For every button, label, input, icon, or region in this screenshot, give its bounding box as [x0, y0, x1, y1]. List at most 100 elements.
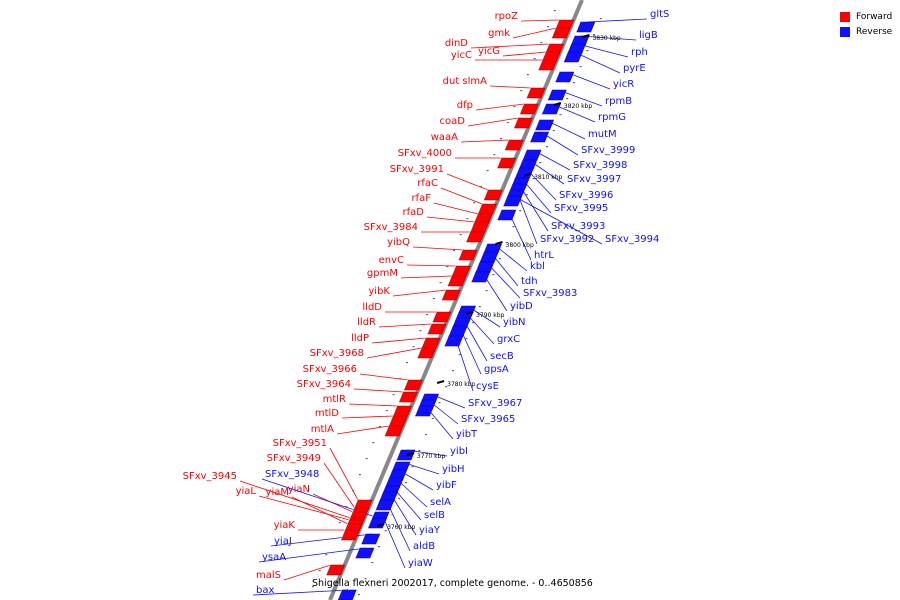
- leader-line-rpmb: [558, 89, 603, 107]
- scale-tick-3760-kbp: [376, 523, 385, 527]
- legend-swatch-forward: [840, 11, 850, 22]
- gene-block-sfxv-3991-shade: [484, 187, 489, 200]
- minor-tick-left: [553, 10, 556, 12]
- minor-tick-left: [439, 282, 442, 284]
- minor-tick-right: [398, 498, 401, 500]
- scale-tick-3780-kbp: [436, 380, 445, 384]
- minor-tick-left: [311, 586, 314, 588]
- minor-tick-right: [572, 82, 575, 84]
- gene-label-sfxv-3965: SFxv_3965: [461, 414, 515, 425]
- leader-line-rpoz: [520, 19, 560, 22]
- leader-line-ligb: [580, 35, 637, 41]
- minor-tick-right: [485, 290, 488, 292]
- minor-tick-left: [392, 394, 395, 396]
- gene-block-mals: [326, 564, 346, 576]
- leader-line-waaa: [460, 139, 510, 143]
- scale-tick-3770-kbp: [406, 452, 415, 456]
- leader-line-yicr: [565, 71, 611, 90]
- gene-block-cyse: [444, 335, 464, 347]
- gene-label-ligb: ligB: [639, 30, 658, 41]
- gene-label-waaa: waaA: [431, 132, 458, 143]
- gene-block-yiay-shade: [379, 489, 384, 502]
- gene-label-sfxv-3997: SFxv_3997: [567, 174, 621, 185]
- minor-tick-left: [500, 138, 503, 140]
- minor-tick-left: [473, 202, 476, 204]
- scale-tick-3790-kbp: [465, 311, 474, 315]
- gene-label-yibd: yibD: [510, 301, 533, 312]
- gene-label-sfxv-3945: SFxv_3945: [183, 471, 237, 482]
- minor-tick-left: [466, 218, 469, 220]
- gene-block-waaa-shade: [505, 137, 510, 150]
- gene-label-kbl: kbl: [530, 261, 545, 272]
- minor-tick-right: [404, 482, 407, 484]
- minor-tick-right: [525, 194, 528, 196]
- gene-label-rfac: rfaC: [417, 178, 438, 189]
- minor-tick-left: [432, 298, 435, 300]
- gene-block-lldr-shade: [427, 321, 432, 334]
- minor-tick-left: [338, 522, 341, 524]
- leader-line-dind: [470, 43, 550, 49]
- scale-label-3830-kbp: 3830 kbp: [592, 35, 620, 42]
- gene-block-rfac-shade: [478, 201, 483, 214]
- gene-block-gpsa-shade: [449, 323, 454, 336]
- gene-label-lldr: lldR: [357, 317, 376, 328]
- gene-label-yibh: yibH: [442, 464, 465, 475]
- gene-label-yicg: yicG: [478, 46, 500, 57]
- gene-label-selb: selB: [424, 510, 445, 521]
- minor-tick-right: [586, 50, 589, 52]
- gene-label-sfxv-3996: SFxv_3996: [559, 190, 613, 201]
- leader-line-rfad: [426, 216, 475, 223]
- gene-block-rpmg-shade: [542, 101, 547, 114]
- gene-block-dut-slma: [526, 87, 546, 99]
- gene-label-lldd: lldD: [362, 302, 382, 313]
- gene-block-ligb-shade: [570, 33, 575, 46]
- minor-tick-left: [385, 410, 388, 412]
- minor-tick-left: [365, 458, 368, 460]
- gene-block-yicc-shade: [538, 57, 543, 70]
- scale-tick-3810-kbp: [523, 173, 532, 177]
- gene-label-dind: dinD: [445, 38, 468, 49]
- gene-block-sfxv-3991: [483, 189, 503, 201]
- leader-line-dfp: [475, 103, 525, 111]
- gene-label-yibq: yibQ: [387, 237, 410, 248]
- gene-block-mtla-shade: [385, 423, 390, 436]
- minor-tick-right: [445, 386, 448, 388]
- minor-tick-right: [357, 594, 360, 596]
- minor-tick-right: [579, 66, 582, 68]
- minor-tick-right: [438, 402, 441, 404]
- gene-block-tdh-shade: [480, 249, 485, 262]
- gene-block-yibq: [458, 249, 478, 261]
- minor-tick-right: [519, 210, 522, 212]
- scale-label-3780-kbp: 3780 kbp: [447, 381, 475, 388]
- minor-tick-left: [352, 490, 355, 492]
- minor-tick-right: [411, 466, 414, 468]
- gene-label-sfxv-3967: SFxv_3967: [468, 398, 522, 409]
- leader-line-bax: [252, 589, 349, 596]
- minor-tick-right: [532, 178, 535, 180]
- gene-label-sela: selA: [430, 497, 451, 508]
- gene-label-rfaf: rfaF: [411, 193, 431, 204]
- scale-label-3760-kbp: 3760 kbp: [387, 524, 415, 531]
- gene-label-dut-slma: dut slmA: [443, 76, 488, 87]
- leader-line-yiam: [291, 496, 349, 525]
- minor-tick-left: [358, 474, 361, 476]
- minor-tick-left: [486, 170, 489, 172]
- gene-block-yibh-shade: [391, 459, 396, 472]
- gene-block-sfxv-3964-shade: [399, 389, 404, 402]
- gene-block-rpmb-shade: [548, 87, 553, 100]
- minor-tick-right: [451, 370, 454, 372]
- minor-tick-left: [399, 378, 402, 380]
- gene-label-gpsa: gpsA: [484, 364, 509, 375]
- leader-line-ysaa: [258, 547, 366, 563]
- gene-block-glts: [576, 21, 596, 33]
- gene-block-yicc: [538, 59, 558, 71]
- gene-block-sfxv-3983-shade: [475, 259, 480, 272]
- legend-item-forward: Forward: [840, 9, 892, 24]
- minor-tick-right: [599, 18, 602, 20]
- gene-block-ysaa: [355, 547, 375, 559]
- minor-tick-right: [593, 34, 596, 36]
- minor-tick-right: [458, 354, 461, 356]
- gene-label-mtlr: mtlR: [323, 394, 346, 405]
- minor-tick-left: [453, 250, 455, 252]
- gene-block-aldb: [375, 499, 395, 511]
